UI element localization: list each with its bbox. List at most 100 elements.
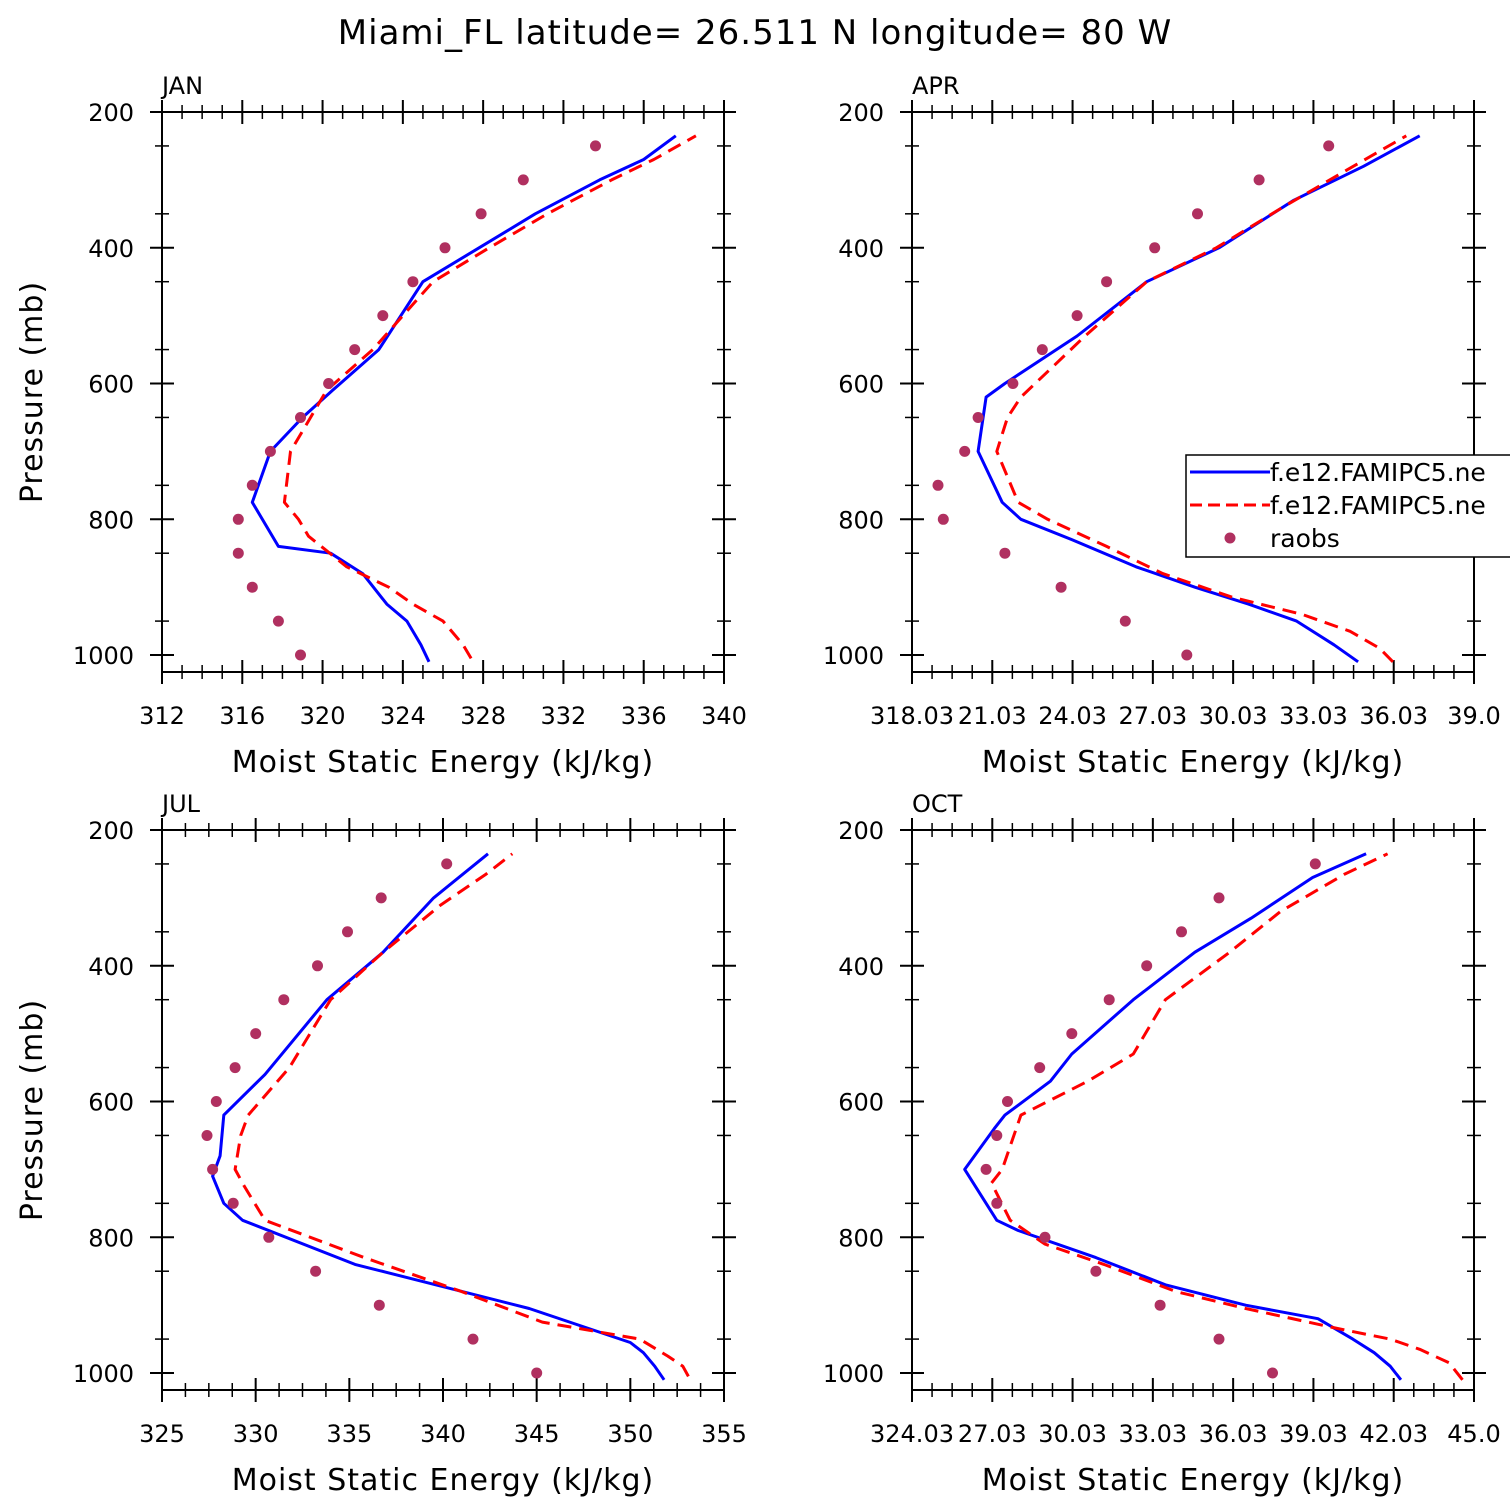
series-line-solid (211, 852, 666, 1381)
raobs-point (1066, 1028, 1078, 1040)
panel-label: JAN (160, 72, 203, 100)
x-tick-label: 320 (300, 702, 346, 730)
x-axis-label: Moist Static Energy (kJ/kg) (232, 745, 655, 780)
legend-marker (1224, 532, 1236, 544)
raobs-point (246, 581, 258, 593)
y-tick-label: 400 (838, 235, 884, 263)
raobs-point (972, 412, 984, 423)
series-line-dashed (995, 134, 1408, 663)
x-tick-label: 21.03 (958, 702, 1027, 730)
raobs-point (1309, 858, 1321, 870)
y-tick-label: 400 (838, 953, 884, 981)
x-tick-label: 324.03 (870, 1420, 954, 1448)
x-tick-label: 340 (420, 1420, 466, 1448)
x-tick-label: 36.03 (1199, 1420, 1268, 1448)
plot-frame (161, 829, 725, 1391)
raobs-point (1101, 276, 1113, 288)
y-tick-label: 400 (88, 235, 134, 263)
raobs-point (375, 892, 387, 904)
x-axis-label: Moist Static Energy (kJ/kg) (232, 1463, 655, 1498)
y-tick-label: 800 (838, 506, 884, 534)
panel-label: OCT (912, 790, 963, 818)
series-line-solid (250, 134, 677, 663)
x-tick-label: 345 (514, 1420, 560, 1448)
raobs-point (278, 994, 290, 1006)
raobs-point (272, 615, 284, 627)
raobs-point (229, 1062, 241, 1074)
raobs-point (312, 960, 323, 972)
raobs-point (999, 547, 1011, 559)
x-tick-label: 340 (701, 702, 747, 730)
raobs-point (323, 378, 335, 389)
x-tick-label: 316 (219, 702, 265, 730)
x-tick-label: 33.03 (1279, 702, 1348, 730)
raobs-point (246, 479, 258, 491)
raobs-point (1039, 1231, 1051, 1243)
x-tick-label: 27.03 (958, 1420, 1027, 1448)
y-tick-label: 1000 (823, 1360, 884, 1388)
raobs-point (250, 1028, 262, 1040)
raobs-point (201, 1130, 213, 1141)
x-tick-label: 45.0 (1447, 1420, 1500, 1448)
y-tick-label: 800 (88, 506, 134, 534)
legend-label: f.e12.FAMIPC5.ne (1270, 491, 1486, 520)
raobs-point (342, 926, 353, 938)
x-tick-label: 318.03 (870, 702, 954, 730)
raobs-point (349, 344, 361, 356)
series-line-dashed (233, 852, 690, 1378)
raobs-point (590, 140, 601, 152)
panel-jul: JUL 200 400 600 800 1000 325 330 335 340 345 350 355… (15, 790, 747, 1498)
legend: f.e12.FAMIPC5.ne f.e12.FAMIPC5.ne raobs (1185, 454, 1510, 558)
x-tick-label: 350 (607, 1420, 653, 1448)
raobs-point (263, 1231, 275, 1243)
y-tick-label: 1000 (73, 1360, 134, 1388)
panel-apr: APR 200 400 600 800 1000 318.03 21.03 24.03 27.03… (823, 72, 1501, 780)
raobs-point (227, 1197, 239, 1209)
raobs-point (207, 1163, 219, 1175)
x-tick-label: 42.03 (1359, 1420, 1428, 1448)
raobs-point (210, 1096, 222, 1107)
x-tick-label: 30.03 (1038, 1420, 1107, 1448)
raobs-point (310, 1265, 322, 1277)
raobs-point (232, 547, 244, 559)
raobs-point (1181, 649, 1193, 661)
raobs-point (531, 1367, 543, 1379)
y-tick-label: 600 (838, 1089, 884, 1117)
y-tick-label: 600 (88, 1089, 134, 1117)
panel-label: APR (912, 72, 960, 100)
raobs-point (1213, 892, 1225, 904)
y-tick-label: 400 (88, 953, 134, 981)
x-axis-label: Moist Static Energy (kJ/kg) (982, 745, 1405, 780)
raobs-point (232, 513, 244, 525)
raobs-point (295, 412, 306, 423)
raobs-point (1253, 174, 1265, 186)
legend-label: f.e12.FAMIPC5.ne (1270, 458, 1486, 487)
x-tick-label: 39.03 (1279, 1420, 1348, 1448)
raobs-point (1149, 242, 1161, 254)
raobs-point (1055, 581, 1067, 593)
raobs-point (1119, 615, 1131, 627)
x-tick-label: 27.03 (1118, 702, 1187, 730)
panels: JAN 200 400 600 800 1000 312 316 320 324 328 332 336… (15, 72, 1501, 1498)
plot-frame (161, 111, 725, 673)
x-tick-label: 39.0 (1447, 702, 1500, 730)
raobs-point (1192, 208, 1203, 220)
x-tick-label: 36.03 (1359, 702, 1428, 730)
raobs-point (1176, 926, 1187, 938)
raobs-point (517, 174, 529, 186)
raobs-point (264, 445, 276, 457)
raobs-point (937, 513, 949, 525)
panel-jan: JAN 200 400 600 800 1000 312 316 320 324 328 332 336… (15, 72, 747, 780)
raobs-point (1002, 1096, 1013, 1107)
raobs-point (991, 1197, 1003, 1209)
x-tick-label: 312 (139, 702, 185, 730)
raobs-point (1036, 344, 1048, 356)
x-axis-label: Moist Static Energy (kJ/kg) (982, 1463, 1405, 1498)
raobs-point (1267, 1367, 1278, 1379)
panel-label: JUL (160, 790, 201, 818)
raobs-point (377, 310, 389, 322)
x-tick-label: 332 (541, 702, 587, 730)
y-tick-label: 600 (88, 371, 134, 399)
y-axis-label: Pressure (mb) (15, 281, 50, 503)
raobs-point (1141, 960, 1153, 972)
